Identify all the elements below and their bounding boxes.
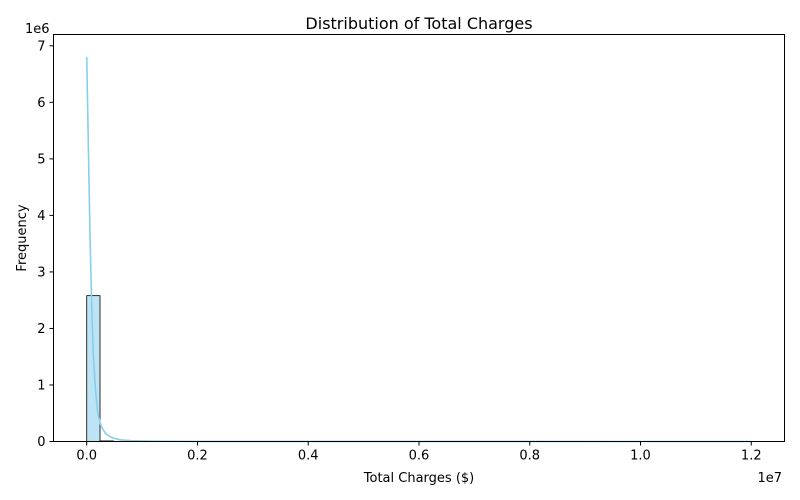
y-tick-label: 4 — [37, 209, 45, 224]
x-tick-label: 0.4 — [298, 449, 319, 464]
y-tick-label: 5 — [37, 152, 45, 167]
x-tick-label: 0.2 — [187, 449, 208, 464]
x-tick-label: 1.0 — [630, 449, 651, 464]
chart-title: Distribution of Total Charges — [305, 14, 532, 33]
x-axis-title: Total Charges ($) — [363, 471, 474, 486]
y-tick-label: 7 — [37, 39, 45, 54]
y-axis-title: Frequency — [15, 204, 30, 271]
y-tick-label: 1 — [37, 378, 45, 393]
y-tick-label: 3 — [37, 265, 45, 280]
y-tick-label: 0 — [37, 435, 45, 450]
x-tick-label: 0.0 — [76, 449, 97, 464]
x-tick-label: 1.2 — [741, 449, 762, 464]
y-tick-label: 6 — [37, 96, 45, 111]
y-offset-label: 1e6 — [25, 22, 50, 37]
x-tick-label: 0.6 — [409, 449, 430, 464]
axis-ticks: 0.0 0.2 0.4 0.6 0.8 1.0 1.2 0 1 2 3 4 5 6 7 — [37, 39, 761, 463]
plot-frame — [53, 34, 785, 442]
y-tick-label: 2 — [37, 322, 45, 337]
x-offset-label: 1e7 — [757, 471, 782, 486]
x-tick-label: 0.8 — [519, 449, 540, 464]
